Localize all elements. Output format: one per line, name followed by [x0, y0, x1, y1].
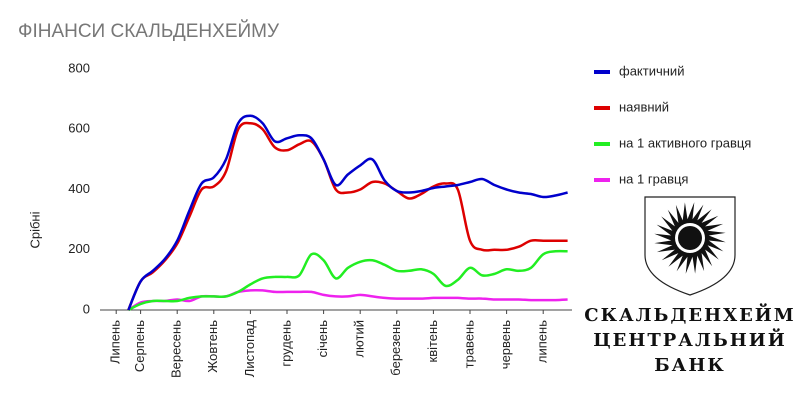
x-tick-label: Жовтень	[205, 320, 220, 373]
x-tick-label: липень	[535, 320, 550, 363]
x-tick-label: лютий	[352, 320, 367, 358]
logo-sun	[654, 202, 726, 274]
series-line	[127, 114, 568, 311]
x-tick-label: Липень	[108, 320, 123, 364]
x-tick-label: березень	[388, 320, 403, 376]
series-line	[127, 249, 568, 312]
x-tick-label: Вересень	[169, 320, 184, 378]
legend-label: наявний	[619, 99, 669, 114]
legend-label: на 1 активного гравця	[619, 135, 751, 150]
x-tick-label: січень	[315, 320, 330, 358]
y-tick-label: 200	[68, 241, 90, 256]
logo-line: БАНК	[654, 355, 725, 376]
x-tick-label: травень	[461, 320, 476, 369]
x-tick-label: квітень	[425, 320, 440, 363]
logo-line: ЦЕНТРАЛЬНИЙ	[593, 327, 787, 351]
logo-line: СКАЛЬДЕНХЕЙМ	[584, 302, 795, 326]
chart-title: ФІНАНСИ СКАЛЬДЕНХЕЙМУ	[18, 20, 280, 42]
y-tick-label: 0	[83, 301, 90, 316]
legend-label: фактичний	[619, 63, 684, 78]
sun-core	[678, 226, 702, 250]
y-tick-label: 400	[68, 181, 90, 196]
series-line	[127, 121, 568, 311]
x-tick-label: червень	[498, 320, 513, 369]
y-axis-label: Срібні	[27, 211, 42, 248]
y-tick-label: 600	[68, 121, 90, 136]
x-tick-label: грудень	[278, 320, 293, 367]
x-tick-label: Серпень	[132, 320, 147, 372]
y-tick-label: 800	[68, 60, 90, 75]
legend-label: на 1 гравця	[619, 171, 688, 186]
logo: СКАЛЬДЕНХЕЙМ ЦЕНТРАЛЬНИЙ БАНК	[584, 196, 795, 376]
x-tick-label: Листопад	[242, 320, 257, 378]
